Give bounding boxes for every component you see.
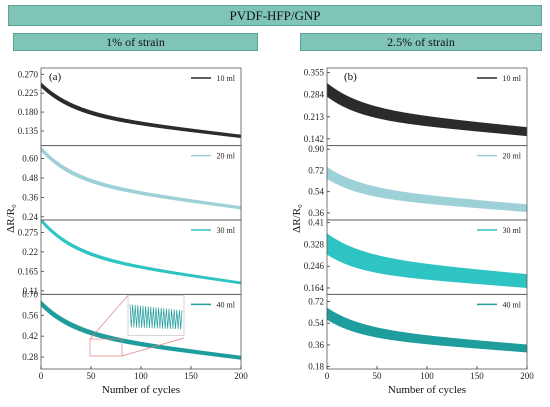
panel-label: (b) bbox=[344, 71, 357, 83]
subplot: 0.142 0.213 0.284 0.355 10 ml bbox=[304, 67, 528, 147]
y-tick-label: 0.90 bbox=[308, 144, 324, 154]
x-tick-label: 200 bbox=[520, 371, 534, 381]
y-tick-label: 0.48 bbox=[22, 173, 38, 183]
legend-label: 20 ml bbox=[503, 152, 522, 161]
y-tick-label: 0.56 bbox=[22, 310, 38, 320]
y-tick-label: 0.275 bbox=[18, 227, 39, 237]
x-axis-label: Number of cycles bbox=[102, 384, 180, 396]
y-tick-label: 0.36 bbox=[308, 208, 324, 218]
x-tick-label: 150 bbox=[184, 371, 198, 381]
y-tick-label: 0.72 bbox=[308, 297, 324, 307]
legend-label: 40 ml bbox=[503, 300, 522, 309]
panel-a: 0.135 0.180 0.225 0.270 10 ml 0.24 0.36 0.48 0.6… bbox=[5, 67, 248, 396]
subplot-frame bbox=[40, 219, 242, 295]
legend-label: 40 ml bbox=[217, 300, 236, 309]
y-tick-label: 0.180 bbox=[18, 107, 39, 117]
y-axis-label: ΔR/R₀ bbox=[5, 204, 17, 233]
legend-label: 10 ml bbox=[217, 74, 236, 83]
y-tick-label: 0.355 bbox=[304, 68, 325, 78]
y-tick-label: 0.24 bbox=[22, 212, 38, 222]
legend-label: 20 ml bbox=[217, 152, 236, 161]
series-line bbox=[327, 82, 527, 137]
y-tick-label: 0.22 bbox=[22, 247, 38, 257]
subplot-frame bbox=[40, 145, 242, 221]
zoom-region bbox=[89, 338, 123, 357]
series-line bbox=[41, 220, 241, 285]
series-line bbox=[327, 166, 527, 213]
legend-label: 30 ml bbox=[217, 226, 236, 235]
y-tick-label: 0.142 bbox=[304, 134, 324, 144]
x-tick-label: 50 bbox=[373, 371, 383, 381]
subplot: 0.164 0.246 0.328 0.41 30 ml bbox=[304, 218, 528, 295]
series-line bbox=[327, 307, 527, 353]
x-tick-label: 0 bbox=[39, 371, 44, 381]
y-tick-label: 0.72 bbox=[308, 165, 324, 175]
x-tick-label: 0 bbox=[325, 371, 330, 381]
y-tick-label: 0.28 bbox=[22, 352, 38, 362]
subplot: 0.28 0.42 0.56 0.70 40 ml bbox=[22, 289, 242, 370]
y-tick-label: 0.11 bbox=[23, 286, 38, 296]
y-tick-label: 0.36 bbox=[308, 340, 324, 350]
subplot: 0.24 0.36 0.48 0.60 20 ml bbox=[22, 145, 242, 222]
y-tick-label: 0.246 bbox=[304, 261, 325, 271]
y-tick-label: 0.225 bbox=[18, 88, 39, 98]
series-line bbox=[41, 146, 241, 210]
chart-title-banner: PVDF-HFP/GNP bbox=[8, 5, 542, 26]
y-axis-label: ΔR/R₀ bbox=[291, 204, 303, 233]
zoom-connector bbox=[121, 337, 185, 357]
inset-line bbox=[129, 304, 183, 330]
panel-label: (a) bbox=[49, 71, 62, 83]
y-tick-label: 0.54 bbox=[308, 318, 324, 328]
y-tick-label: 0.270 bbox=[18, 69, 39, 79]
inset-zoom bbox=[89, 295, 185, 357]
y-tick-label: 0.164 bbox=[304, 283, 325, 293]
x-tick-label: 100 bbox=[420, 371, 434, 381]
right-panel-subtitle: 2.5% of strain bbox=[300, 33, 542, 51]
x-axis-label: Number of cycles bbox=[388, 384, 466, 396]
x-tick-label: 100 bbox=[134, 371, 148, 381]
legend-label: 10 ml bbox=[503, 74, 522, 83]
y-tick-label: 0.165 bbox=[18, 266, 39, 276]
x-tick-label: 50 bbox=[87, 371, 97, 381]
subplot: 0.11 0.165 0.22 0.275 30 ml bbox=[18, 219, 242, 296]
y-tick-label: 0.18 bbox=[308, 362, 324, 372]
subplot: 0.36 0.54 0.72 0.90 20 ml bbox=[308, 144, 528, 221]
y-tick-label: 0.284 bbox=[304, 90, 325, 100]
subplot: 0.18 0.36 0.54 0.72 40 ml bbox=[308, 293, 528, 372]
left-panel-subtitle: 1% of strain bbox=[13, 33, 258, 51]
y-tick-label: 0.70 bbox=[22, 289, 38, 299]
inset-frame bbox=[127, 295, 185, 336]
x-tick-label: 200 bbox=[234, 371, 248, 381]
panel-b: 0.142 0.213 0.284 0.355 10 ml 0.36 0.54 0.72 0.9… bbox=[291, 67, 534, 396]
y-tick-label: 0.42 bbox=[22, 331, 38, 341]
y-tick-label: 0.328 bbox=[304, 239, 325, 249]
series-line bbox=[41, 82, 241, 138]
x-tick-label: 150 bbox=[470, 371, 484, 381]
y-tick-label: 0.135 bbox=[18, 126, 39, 136]
y-tick-label: 0.54 bbox=[308, 187, 324, 197]
y-tick-label: 0.36 bbox=[22, 192, 38, 202]
y-tick-label: 0.41 bbox=[308, 218, 324, 228]
y-tick-label: 0.213 bbox=[304, 112, 325, 122]
zoom-connector bbox=[89, 295, 129, 340]
series-line bbox=[41, 300, 241, 360]
series-line bbox=[327, 233, 527, 288]
y-tick-label: 0.60 bbox=[22, 154, 38, 164]
legend-label: 30 ml bbox=[503, 226, 522, 235]
